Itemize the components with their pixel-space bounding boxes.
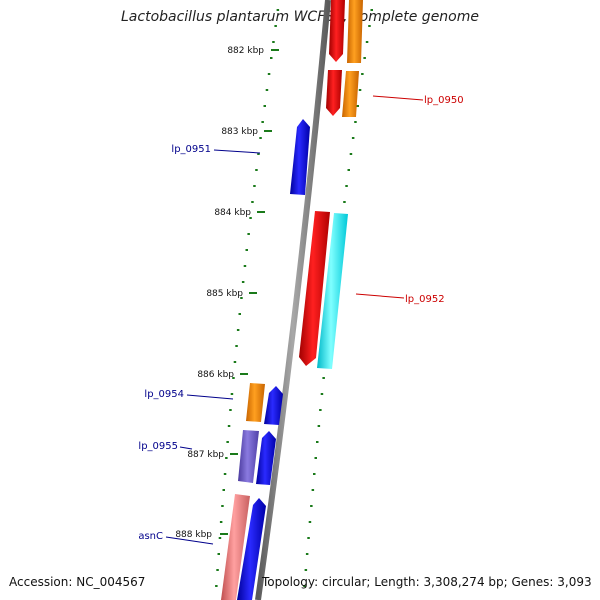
gene-labels: lp_0950 lp_0951 lp_0952 lp_0954 lp_0955 … bbox=[138, 95, 463, 542]
gene-lp-0955-blue[interactable] bbox=[256, 431, 276, 485]
callout-line-lp-0954 bbox=[186, 394, 234, 400]
gene-label-lp-0955[interactable]: lp_0955 bbox=[138, 441, 178, 452]
gene-lp-0950-red[interactable] bbox=[326, 70, 342, 116]
gene-orange-small[interactable] bbox=[246, 383, 265, 422]
reverse-strand-genes bbox=[221, 119, 310, 600]
gene-asnC-pink[interactable] bbox=[221, 494, 250, 600]
gene-label-lp-0954[interactable]: lp_0954 bbox=[144, 389, 184, 400]
kbp-tick-labels: 882 kbp 883 kbp 884 kbp 885 kbp 886 kbp … bbox=[175, 46, 264, 540]
accession-text: Accession: NC_004567 bbox=[9, 575, 146, 589]
gene-lp-0952-cyan[interactable] bbox=[317, 213, 348, 369]
callout-line-asnC bbox=[165, 536, 214, 545]
tick-label: 888 kbp bbox=[175, 530, 212, 540]
genome-backbone bbox=[255, 0, 331, 600]
tick-label: 887 kbp bbox=[187, 450, 224, 460]
gene-asnC-blue[interactable] bbox=[237, 498, 266, 600]
gene-orange-top[interactable] bbox=[347, 0, 363, 63]
tick-label: 883 kbp bbox=[221, 127, 258, 137]
gene-label-lp-0952[interactable]: lp_0952 bbox=[405, 294, 445, 305]
callout-line-lp-0952 bbox=[355, 293, 405, 299]
inner-tick-ring bbox=[215, 9, 280, 587]
gene-lp-0950-orange[interactable] bbox=[342, 71, 359, 117]
tick-label: 885 kbp bbox=[206, 289, 243, 299]
gene-callout-lines bbox=[165, 95, 424, 545]
genome-summary-text: Topology: circular; Length: 3,308,274 bp… bbox=[262, 575, 592, 589]
gene-label-lp-0950[interactable]: lp_0950 bbox=[424, 95, 464, 106]
gene-lp-0954-blue[interactable] bbox=[264, 386, 283, 425]
gene-lp-0951-blue[interactable] bbox=[290, 119, 310, 195]
gene-lp-0952-red[interactable] bbox=[299, 211, 330, 366]
gene-red-top[interactable] bbox=[329, 0, 345, 62]
callout-line-lp-0951 bbox=[213, 149, 261, 154]
callout-line-lp-0950 bbox=[372, 95, 424, 101]
kbp-tick-marks bbox=[220, 49, 279, 535]
map-title: Lactobacillus plantarum WCFS1, complete … bbox=[121, 9, 479, 25]
forward-strand-genes bbox=[299, 0, 363, 369]
tick-label: 884 kbp bbox=[214, 208, 251, 218]
tick-label: 886 kbp bbox=[197, 370, 234, 380]
gene-label-asnC[interactable]: asnC bbox=[138, 531, 163, 542]
gene-lp-0955-purple[interactable] bbox=[238, 430, 259, 483]
tick-label: 882 kbp bbox=[227, 46, 264, 56]
callout-line-lp-0955 bbox=[179, 446, 193, 450]
gene-label-lp-0951[interactable]: lp_0951 bbox=[171, 144, 211, 155]
